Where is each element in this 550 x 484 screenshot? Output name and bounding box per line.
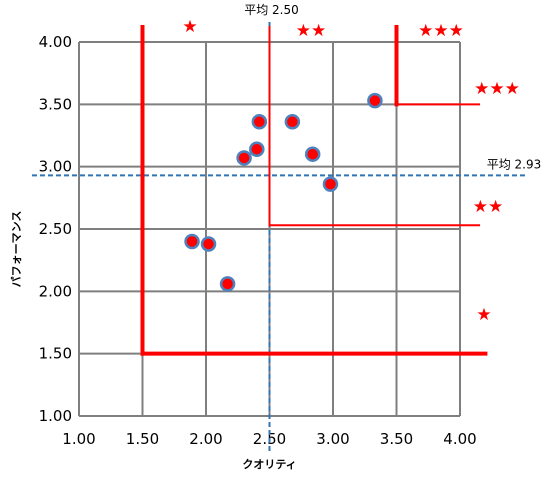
data-point — [251, 114, 268, 130]
y-tick-label: 3.50 — [39, 95, 72, 113]
x-tick-label: 3.00 — [316, 430, 349, 448]
average-label-y: 平均 2.93 — [487, 157, 542, 171]
star-rating-label: ★★★ — [474, 79, 520, 99]
data-point — [200, 236, 217, 252]
data-point — [367, 92, 383, 109]
star-rating-label: ★ — [476, 305, 491, 325]
y-tick-label: 1.00 — [39, 407, 72, 425]
x-axis-title: クオリティ — [242, 458, 296, 471]
data-point — [249, 141, 265, 157]
x-tick-label: 2.00 — [189, 430, 222, 448]
x-tick-label: 4.00 — [443, 430, 476, 448]
y-axis-title: パフォーマンス — [10, 211, 23, 288]
y-tick-label: 2.50 — [39, 220, 72, 238]
star-rating-label: ★★ — [296, 21, 326, 41]
star-rating-label: ★ — [182, 17, 197, 37]
y-tick-label: 2.00 — [39, 282, 72, 300]
x-tick-label: 1.00 — [62, 430, 95, 448]
y-tick-label: 3.00 — [39, 158, 72, 176]
x-tick-label: 3.50 — [380, 430, 413, 448]
data-point — [304, 146, 321, 162]
star-rating-label: ★★ — [473, 197, 503, 217]
x-tick-label: 1.50 — [126, 430, 159, 448]
data-point — [322, 176, 339, 192]
data-point — [284, 114, 301, 130]
data-point — [219, 276, 236, 292]
average-label-x: 平均 2.50 — [244, 3, 299, 17]
data-point — [184, 233, 200, 250]
data-point — [236, 150, 252, 166]
star-rating-label: ★★★ — [418, 21, 464, 41]
y-tick-label: 4.00 — [39, 33, 72, 51]
y-tick-label: 1.50 — [39, 345, 72, 363]
